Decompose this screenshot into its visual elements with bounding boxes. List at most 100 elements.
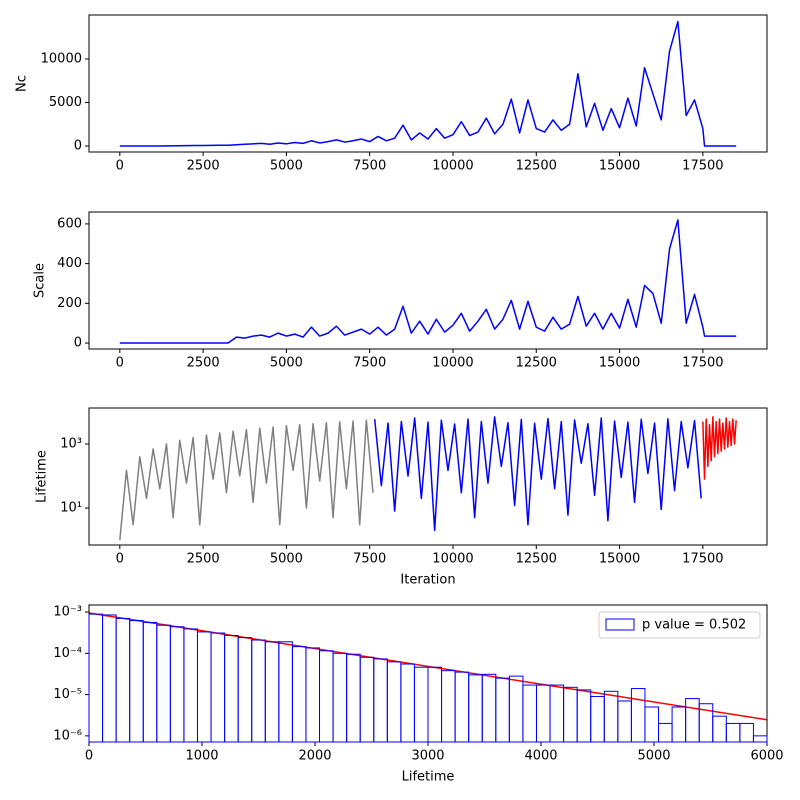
x-tick-label: 17500 [682,552,723,567]
x-axis-label: Iteration [400,573,455,588]
x-tick-label: 5000 [637,749,670,764]
x-tick-label: 6000 [750,749,783,764]
subplot: 0 2500 5000 7500 10000 12500 15000 17500 10¹ 10³ L… [35,407,768,588]
hist-bin [752,735,768,743]
y-tick-label: 10⁻⁵ [53,687,82,702]
x-tick-label: 12500 [516,159,557,174]
hist-bin [305,647,321,743]
y-axis-label: Nc [15,75,30,92]
hist-bin [658,722,673,743]
hist-bin [468,674,483,743]
y-tick-label: 10⁻⁴ [53,646,82,661]
hist-bin [590,695,605,743]
hist-bin [210,632,226,743]
hist-bin [400,663,415,743]
hist-bin [671,706,687,743]
data-line [373,416,702,532]
x-tick-label: 10000 [432,159,473,174]
x-tick-label: 15000 [599,552,640,567]
x-tick-label: 4000 [524,749,557,764]
hist-bin [617,700,632,743]
x-tick-label: 7500 [353,552,386,567]
x-tick-label: 2500 [187,356,220,371]
y-axis-label: Lifetime [35,450,50,503]
hist-bin [603,690,619,743]
hist-bin [359,656,375,743]
hist-bin [563,686,578,743]
axes-frame [88,14,768,153]
y-tick-label: 600 [57,216,82,231]
hist-bin [102,614,117,743]
x-tick-label: 10000 [432,552,473,567]
data-line [119,219,737,344]
hist-bin [441,670,456,743]
subplot: 0 2500 5000 7500 10000 12500 15000 17500 0 5000 10… [15,14,768,174]
y-tick-label: 10⁻³ [53,605,82,620]
x-tick-label: 0 [116,552,124,567]
hist-bin [129,620,144,743]
legend-label: p value = 0.502 [642,618,746,633]
hist-bin [576,689,592,743]
hist-bin [481,673,497,743]
hist-bin [291,646,307,743]
x-tick-label: 12500 [516,356,557,371]
hist-bin [508,675,524,743]
x-tick-label: 1000 [185,749,218,764]
subplot: 0 2500 5000 7500 10000 12500 15000 17500 0 200 400… [33,211,768,371]
x-tick-label: 0 [85,749,93,764]
hist-bin [264,641,280,743]
subplot: p value = 0.502 0 1000 2000 3000 4000 5000 6000… [53,604,784,785]
hist-bin [332,652,348,743]
hist-bin [224,634,239,743]
hist-bin [196,631,212,743]
hist-bin [725,722,741,743]
hist-bin [88,613,104,743]
x-tick-label: 15000 [599,356,640,371]
x-tick-label: 17500 [682,356,723,371]
hist-bin [644,706,660,743]
axes-frame [88,407,768,546]
x-tick-label: 5000 [270,356,303,371]
y-tick-label: 10000 [41,52,82,67]
x-tick-label: 17500 [682,159,723,174]
x-tick-label: 2000 [298,749,331,764]
axes-frame [88,211,768,350]
x-tick-label: 5000 [270,552,303,567]
y-tick-label: 400 [57,256,82,271]
hist-bin [156,624,171,743]
hist-bin [373,658,388,743]
hist-bin [169,626,185,743]
hist-bin [685,698,700,743]
hist-bin [630,688,646,743]
legend-box [598,611,761,639]
fit-line [88,612,768,721]
y-tick-label: 5000 [49,95,82,110]
data-line [119,419,374,541]
y-tick-label: 10¹ [60,501,82,516]
hist-bin [454,671,470,743]
hist-bin [237,637,253,743]
hist-bin [278,641,293,743]
x-tick-label: 2500 [187,159,220,174]
hist-bin [115,617,131,743]
hist-bin [251,639,266,743]
x-tick-label: 10000 [432,356,473,371]
x-tick-label: 3000 [411,749,444,764]
hist-bin [413,666,429,743]
x-tick-label: 2500 [187,552,220,567]
hist-bin [739,722,754,743]
y-tick-label: 10³ [60,436,82,451]
y-axis-label: Scale [33,263,48,298]
y-tick-label: 0 [74,336,82,351]
x-tick-label: 7500 [353,159,386,174]
hist-bin [427,666,443,743]
hist-bin [183,628,198,743]
x-tick-label: 12500 [516,552,557,567]
hist-bin [495,677,510,743]
y-tick-label: 200 [57,296,82,311]
x-tick-label: 0 [116,356,124,371]
legend-swatch [605,618,635,631]
y-tick-label: 10⁻⁶ [53,728,82,743]
x-tick-label: 5000 [270,159,303,174]
